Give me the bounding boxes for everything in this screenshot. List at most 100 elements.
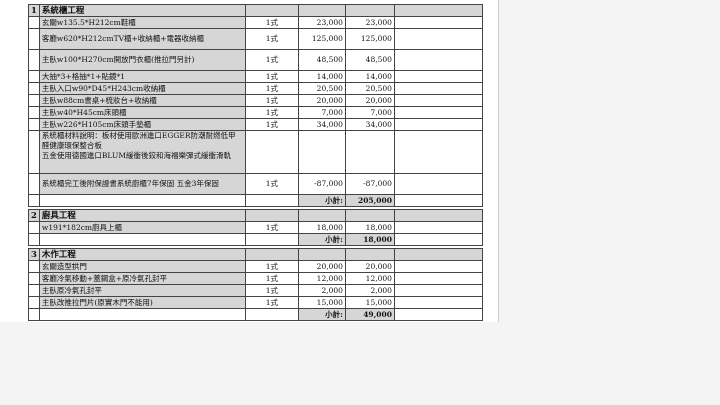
unit-price: 18,000 — [297, 221, 346, 234]
index — [28, 173, 40, 195]
subtotal-row: 小計: 49,000 — [28, 308, 483, 321]
unit: 1式 — [244, 16, 299, 29]
unit — [244, 248, 299, 261]
amount: -87,000 — [344, 173, 395, 195]
section-number: 2 — [28, 209, 40, 222]
amount — [344, 130, 395, 174]
amount: 18,000 — [344, 221, 395, 234]
remark — [393, 4, 483, 17]
item-description: 主臥入口w90*D45*H243cm收納櫃 — [38, 82, 246, 95]
subtotal: 49,000 — [344, 308, 395, 321]
remark — [393, 49, 483, 71]
unit-price: 20,000 — [297, 94, 346, 107]
blank — [244, 194, 299, 207]
index — [28, 308, 40, 321]
unit: 1式 — [244, 284, 299, 297]
item-row: 主臥入口w90*D45*H243cm收納櫃 1式 20,500 20,500 — [28, 82, 483, 95]
index — [28, 272, 40, 285]
amount: 34,000 — [344, 118, 395, 131]
remark — [393, 82, 483, 95]
amount: 20,500 — [344, 82, 395, 95]
remark — [393, 173, 483, 195]
index — [28, 233, 40, 246]
unit: 1式 — [244, 70, 299, 83]
unit: 1式 — [244, 106, 299, 119]
remark — [393, 248, 483, 261]
document-page: 1 系統櫃工程 玄關w135.5*H212cm鞋櫃 1式 23,000 23,000 客廳w… — [0, 0, 499, 322]
item-row: 主臥改推拉門片(原實木門不能用) 1式 15,000 15,000 — [28, 296, 483, 309]
blank — [38, 194, 246, 207]
item-description: 大抽*3+格抽*1+貼鏡*1 — [38, 70, 246, 83]
amount: 15,000 — [344, 296, 395, 309]
section-number: 3 — [28, 248, 40, 261]
item-row: 主臥w88cm書桌+梳妝台+收納櫃 1式 20,000 20,000 — [28, 94, 483, 107]
item-description: 主臥改推拉門片(原實木門不能用) — [38, 296, 246, 309]
unit: 1式 — [244, 118, 299, 131]
unit-price: -87,000 — [297, 173, 346, 195]
amount: 48,500 — [344, 49, 395, 71]
remark — [393, 221, 483, 234]
amount: 20,000 — [344, 260, 395, 273]
unit-price: 34,000 — [297, 118, 346, 131]
item-description: 主臥w100*H270cm開放門衣櫃(推拉門另計) — [38, 49, 246, 71]
section-title: 木作工程 — [38, 248, 246, 261]
spacer-cell — [394, 320, 483, 322]
unit: 1式 — [244, 49, 299, 71]
unit — [244, 209, 299, 222]
unit: 1式 — [244, 28, 299, 50]
item-row: w191*182cm廚具上櫃 1式 18,000 18,000 — [28, 221, 483, 234]
remark — [393, 70, 483, 83]
remark — [393, 118, 483, 131]
remark — [393, 284, 483, 297]
amount — [344, 248, 395, 261]
item-row: 系統櫃完工後附保證書系統廚櫃7年保固 五金3年保固 1式 -87,000 -87,00… — [28, 173, 483, 195]
spacer-cell — [39, 320, 246, 322]
unit: 1式 — [244, 272, 299, 285]
item-row: 主臥w40*H45cm床頭櫃 1式 7,000 7,000 — [28, 106, 483, 119]
unit: 1式 — [244, 94, 299, 107]
amount: 7,000 — [344, 106, 395, 119]
section-header: 2 廚具工程 — [28, 209, 483, 222]
item-row: 主臥原冷氣孔封平 1式 2,000 2,000 — [28, 284, 483, 297]
section-title: 系統櫃工程 — [38, 4, 246, 17]
item-description: 主臥原冷氣孔封平 — [38, 284, 246, 297]
item-row: 系統櫃材料說明：板材使用歐洲進口EGGER防潮耐燃低甲醛健康環保整合板 五金使用… — [28, 130, 483, 174]
index — [28, 49, 40, 71]
unit: 1式 — [244, 296, 299, 309]
unit: 1式 — [244, 82, 299, 95]
subtotal: 18,000 — [344, 233, 395, 246]
remark — [393, 272, 483, 285]
subtotal-label: 小計: — [297, 308, 346, 321]
spacer-cell — [298, 320, 346, 322]
blank — [244, 233, 299, 246]
blank — [244, 308, 299, 321]
item-row: 客廳冷氣移動+蓋鋼盒+原冷氣孔封平 1式 12,000 12,000 — [28, 272, 483, 285]
item-row: 玄關造型拱門 1式 20,000 20,000 — [28, 260, 483, 273]
remark — [393, 308, 483, 321]
item-description: 系統櫃材料說明：板材使用歐洲進口EGGER防潮耐燃低甲醛健康環保整合板 五金使用… — [38, 130, 246, 174]
blank — [38, 308, 246, 321]
unit-price: 12,000 — [297, 272, 346, 285]
unit — [244, 4, 299, 17]
amount: 23,000 — [344, 16, 395, 29]
remark — [393, 94, 483, 107]
unit-price: 14,000 — [297, 70, 346, 83]
amount: 12,000 — [344, 272, 395, 285]
unit-price — [297, 4, 346, 17]
index — [28, 118, 40, 131]
item-row: 客廳w620*H212cmTV櫃+收納櫃+電器收納櫃 1式 125,000 125,0… — [28, 28, 483, 50]
item-description: 玄關w135.5*H212cm鞋櫃 — [38, 16, 246, 29]
quotation-table: 1 系統櫃工程 玄關w135.5*H212cm鞋櫃 1式 23,000 23,000 客廳w… — [28, 4, 483, 322]
index — [28, 94, 40, 107]
item-row: 大抽*3+格抽*1+貼鏡*1 1式 14,000 14,000 — [28, 70, 483, 83]
remark — [393, 106, 483, 119]
item-row: 主臥w226*H105cm床頭手墊櫃 1式 34,000 34,000 — [28, 118, 483, 131]
unit-price: 20,500 — [297, 82, 346, 95]
spacer — [28, 320, 483, 322]
index — [28, 194, 40, 207]
remark — [393, 260, 483, 273]
index — [28, 284, 40, 297]
item-description: 客廳w620*H212cmTV櫃+收納櫃+電器收納櫃 — [38, 28, 246, 50]
subtotal-label: 小計: — [297, 194, 346, 207]
unit: 1式 — [244, 173, 299, 195]
